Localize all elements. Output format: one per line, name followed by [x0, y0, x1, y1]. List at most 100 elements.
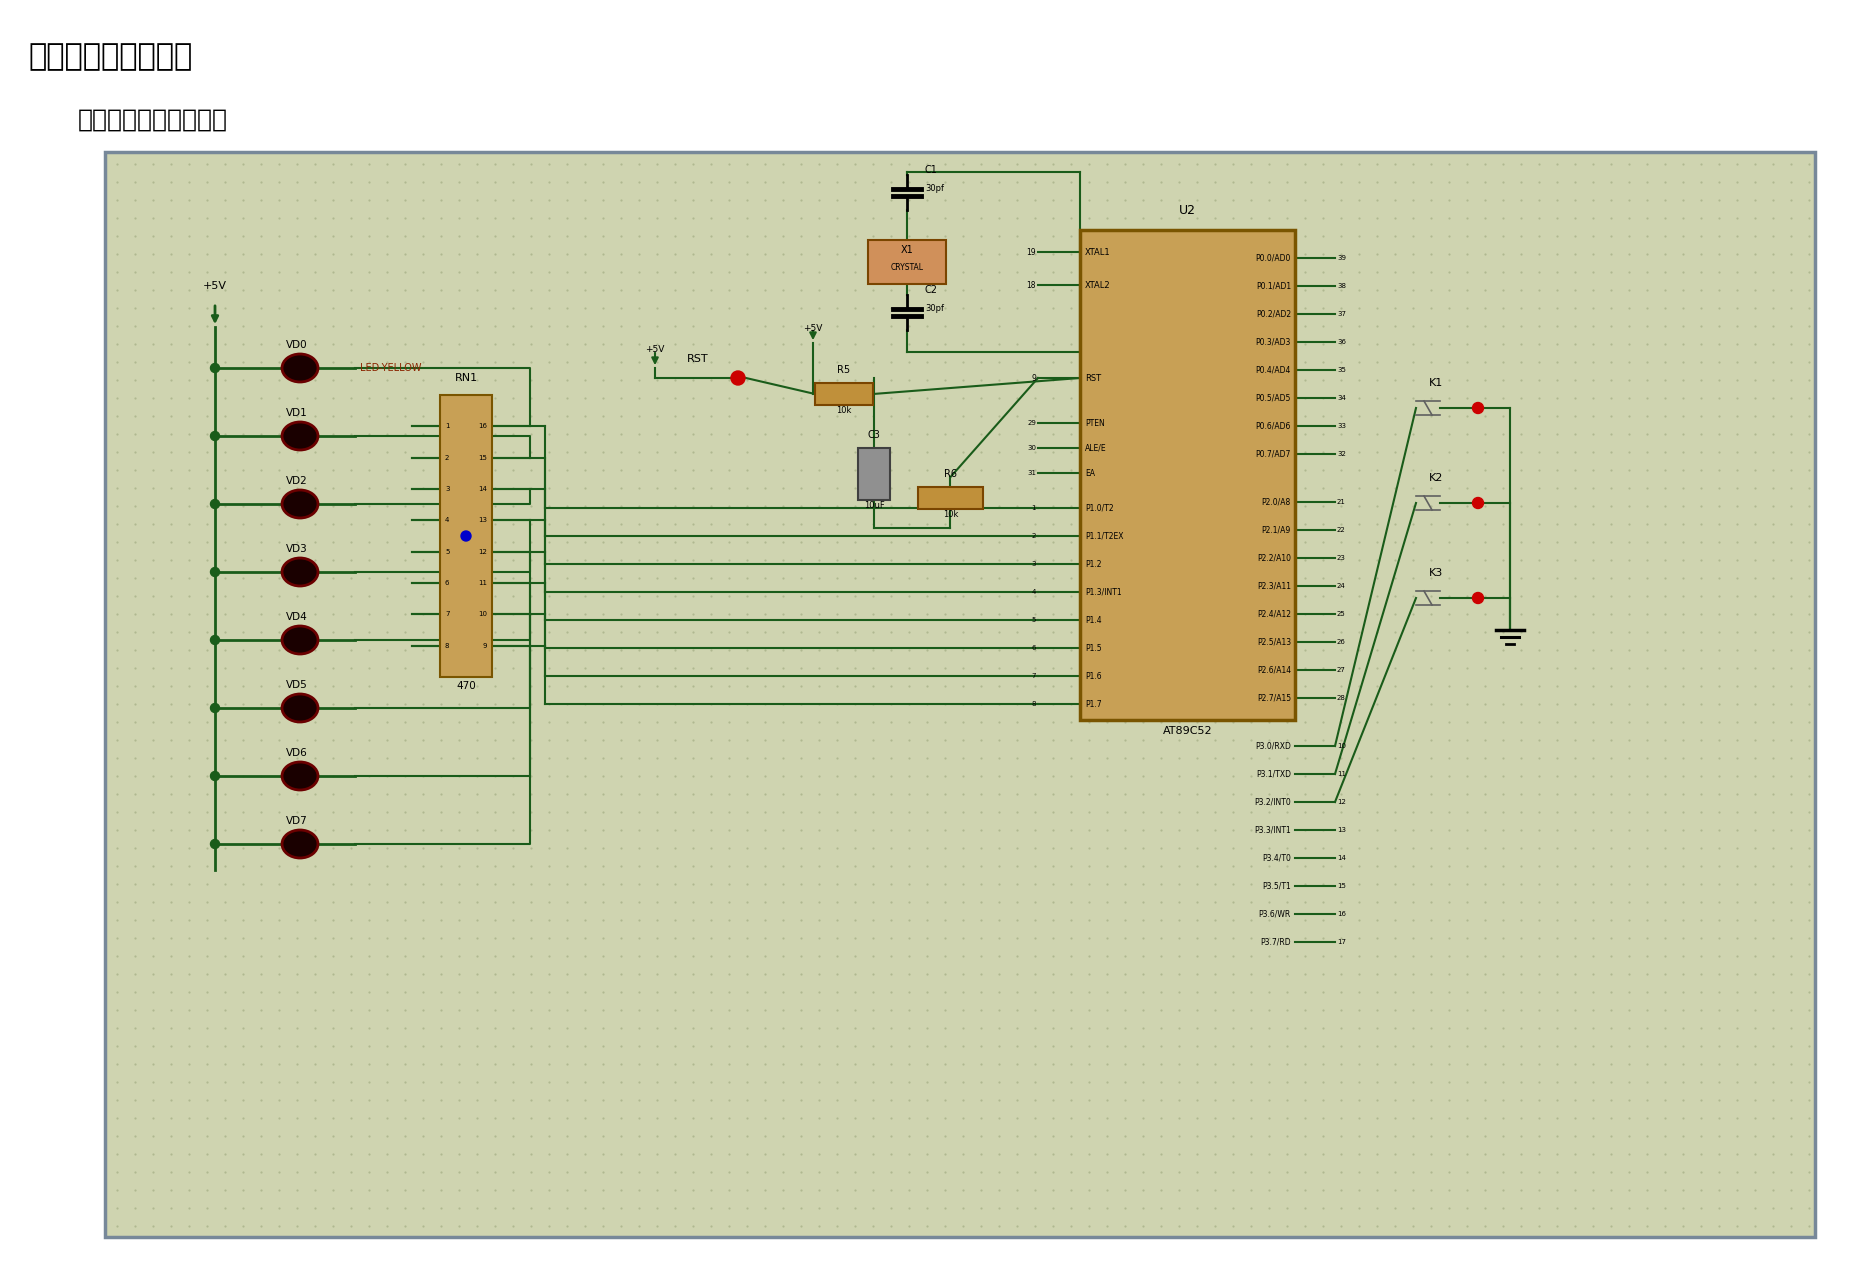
Point: [390, 640, 420, 660]
Point: [101, 495, 131, 516]
Point: [1201, 280, 1231, 301]
Point: [1038, 783, 1068, 804]
Point: [1362, 586, 1392, 607]
Point: [1631, 388, 1661, 408]
Point: [1056, 658, 1086, 678]
Point: [1345, 370, 1375, 390]
Point: [479, 928, 509, 948]
Point: [1650, 1198, 1680, 1219]
Point: [1452, 1198, 1482, 1219]
Point: [697, 442, 727, 462]
Point: [1201, 1053, 1231, 1074]
Point: [210, 1180, 240, 1201]
Point: [966, 730, 996, 750]
Point: [697, 1089, 727, 1110]
Point: [174, 225, 204, 246]
Point: [931, 477, 961, 498]
Point: [1596, 1144, 1626, 1165]
Point: [1794, 748, 1824, 768]
Point: [1740, 1107, 1770, 1128]
Point: [283, 730, 313, 750]
Point: [659, 676, 689, 696]
Point: [1326, 1000, 1356, 1020]
Point: [1290, 730, 1320, 750]
Point: [1397, 1053, 1427, 1074]
Point: [1201, 730, 1231, 750]
Point: [354, 712, 384, 732]
Point: [1506, 783, 1536, 804]
Point: [642, 262, 672, 283]
Point: [1615, 495, 1644, 516]
Point: [1272, 316, 1302, 337]
Point: [948, 586, 978, 607]
Point: [534, 1107, 564, 1128]
Point: [264, 856, 294, 877]
Text: 35: 35: [1337, 367, 1347, 372]
Point: [335, 1036, 365, 1056]
Point: [283, 946, 313, 966]
Point: [245, 1180, 275, 1201]
Point: [1163, 154, 1193, 174]
Point: [1345, 406, 1375, 426]
Point: [139, 640, 169, 660]
Point: [877, 1107, 907, 1128]
Point: [858, 964, 888, 984]
Point: [300, 694, 330, 714]
Point: [1056, 838, 1086, 859]
Point: [1776, 316, 1806, 337]
Point: [498, 658, 528, 678]
Point: [1470, 495, 1500, 516]
Point: [1759, 513, 1789, 534]
Point: [749, 694, 779, 714]
Point: [1201, 712, 1231, 732]
Point: [1776, 1180, 1806, 1201]
Point: [335, 765, 365, 786]
Point: [1217, 352, 1247, 372]
Point: [139, 424, 169, 444]
Point: [1163, 495, 1193, 516]
Point: [193, 280, 223, 301]
Point: [1560, 801, 1590, 822]
Point: [607, 982, 637, 1002]
Text: XTAL1: XTAL1: [1084, 247, 1111, 256]
Point: [1397, 1107, 1427, 1128]
Point: [749, 1071, 779, 1092]
Point: [1056, 1018, 1086, 1038]
Point: [193, 856, 223, 877]
Text: 5: 5: [1032, 617, 1036, 623]
Point: [1487, 676, 1517, 696]
Point: [1217, 550, 1247, 571]
Point: [1721, 928, 1751, 948]
Point: [1002, 172, 1032, 192]
Point: [498, 1180, 528, 1201]
Point: [1201, 586, 1231, 607]
Point: [588, 334, 618, 355]
Point: [1236, 243, 1266, 264]
Point: [1345, 892, 1375, 913]
Point: [1759, 856, 1789, 877]
Point: [822, 172, 852, 192]
Point: [1669, 352, 1699, 372]
Point: [787, 856, 817, 877]
Point: [229, 352, 258, 372]
Point: [1362, 172, 1392, 192]
Point: [912, 676, 942, 696]
Point: [678, 874, 708, 895]
Point: [120, 622, 150, 643]
Point: [877, 712, 907, 732]
Point: [1002, 189, 1032, 210]
Point: [1470, 513, 1500, 534]
Point: [569, 910, 599, 931]
Point: [318, 946, 348, 966]
Point: [877, 622, 907, 643]
Point: [642, 801, 672, 822]
Point: [1236, 406, 1266, 426]
Point: [1560, 262, 1590, 283]
Point: [553, 513, 583, 534]
Point: [787, 892, 817, 913]
Point: [1236, 352, 1266, 372]
Point: [624, 658, 654, 678]
Point: [335, 1071, 365, 1092]
Point: [931, 298, 961, 319]
Point: [498, 1071, 528, 1092]
